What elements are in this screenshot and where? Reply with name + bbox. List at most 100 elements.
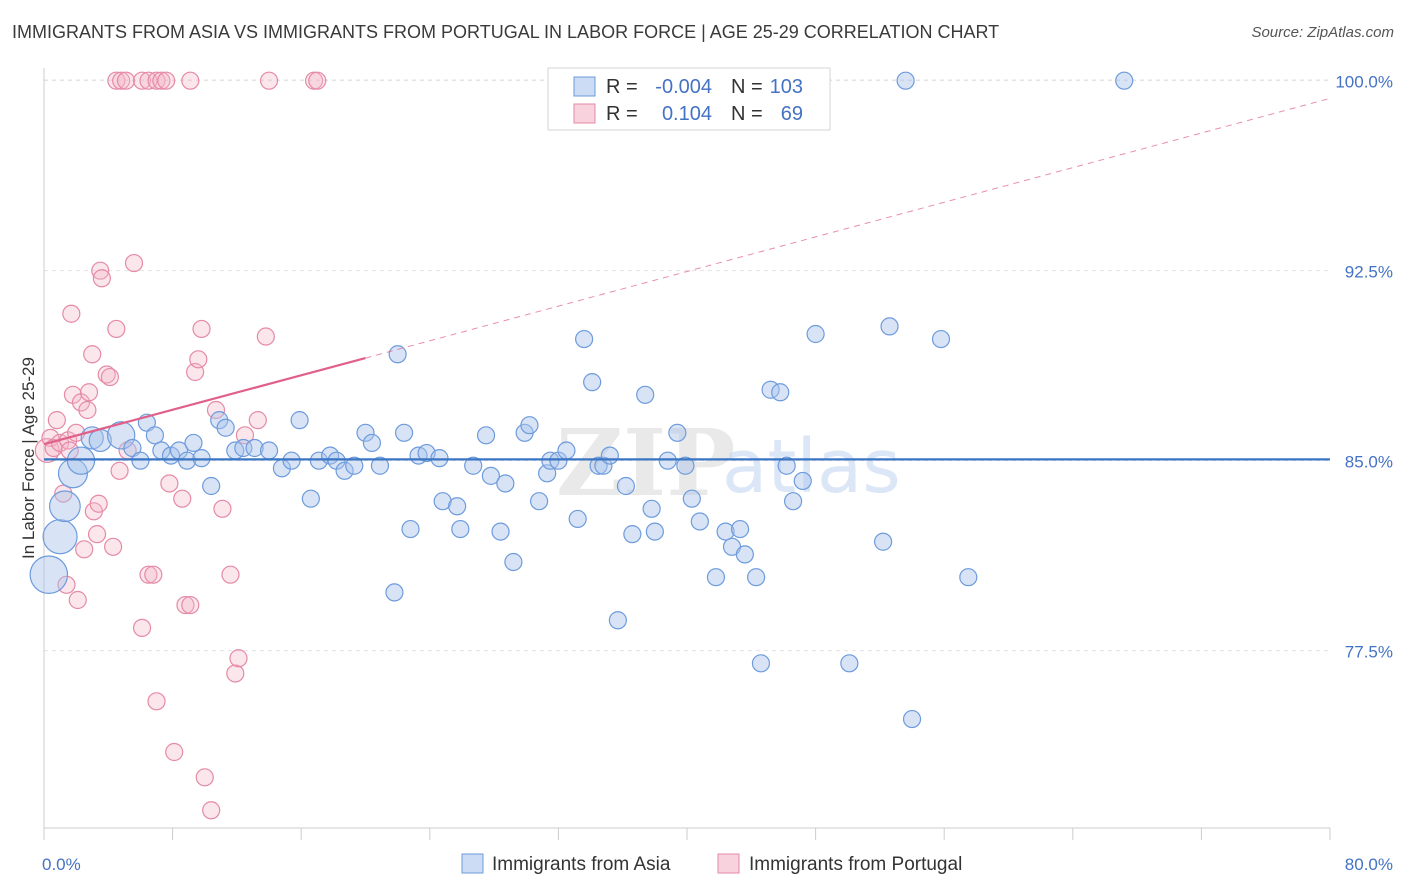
asia-point xyxy=(896,71,915,90)
portugal-point xyxy=(62,304,81,323)
portugal-point xyxy=(91,261,110,280)
bottom-legend-swatch-portugal xyxy=(717,853,740,874)
legend-asia-n-label: N = xyxy=(731,76,763,98)
asia-point xyxy=(682,489,701,508)
portugal-point xyxy=(78,400,97,420)
tick-labels: 77.5% 85.0% 92.5% 100.0% 0.0% 80.0% xyxy=(42,73,1393,874)
portugal-point xyxy=(87,525,107,544)
asia-point xyxy=(385,583,404,602)
asia-point xyxy=(451,519,470,539)
portugal-point xyxy=(202,801,221,820)
portugal-point xyxy=(226,664,245,683)
stats-legend: R = -0.004 N = 103 R = 0.104 N = 69 xyxy=(547,67,831,131)
asia-points xyxy=(29,71,1134,729)
asia-point xyxy=(42,519,78,555)
asia-point xyxy=(259,441,279,460)
portugal-point xyxy=(229,649,248,668)
asia-point xyxy=(370,456,390,475)
portugal-point xyxy=(57,575,76,594)
portugal-point xyxy=(147,71,166,90)
asia-point xyxy=(210,411,229,430)
asia-point xyxy=(568,509,587,529)
asia-point xyxy=(583,373,602,392)
portugal-point xyxy=(75,540,94,559)
asia-point xyxy=(645,522,664,541)
bottom-legend-portugal: Immigrants from Portugal xyxy=(749,854,962,875)
asia-point xyxy=(806,324,825,344)
portugal-point xyxy=(213,499,232,518)
asia-point xyxy=(48,490,81,523)
portugal-point xyxy=(89,494,108,513)
portugal-point xyxy=(157,71,176,90)
asia-point xyxy=(177,451,197,470)
legend-swatch-asia xyxy=(573,76,596,97)
asia-point xyxy=(608,611,627,630)
asia-point xyxy=(433,492,452,511)
asia-point xyxy=(642,499,661,518)
asia-point xyxy=(131,451,150,470)
asia-point xyxy=(394,423,414,442)
portugal-point xyxy=(92,269,111,288)
legend-asia-r-label: R = xyxy=(606,76,638,98)
asia-point xyxy=(496,474,515,493)
portugal-point xyxy=(147,692,166,711)
asia-point xyxy=(282,451,301,470)
asia-point xyxy=(481,466,500,485)
asia-point xyxy=(145,426,165,445)
asia-point xyxy=(530,492,549,511)
portugal-point xyxy=(116,71,136,90)
asia-point xyxy=(106,421,136,450)
asia-point xyxy=(623,525,642,544)
asia-point xyxy=(202,476,221,496)
asia-point xyxy=(589,456,608,475)
legend-asia-r-value: -0.004 xyxy=(655,76,712,98)
x-tick-label: 0.0% xyxy=(42,855,81,874)
asia-point xyxy=(448,497,467,516)
portugal-point xyxy=(54,484,73,503)
asia-point xyxy=(575,329,594,349)
asia-point xyxy=(771,383,790,402)
asia-point xyxy=(730,519,750,539)
portugal-points xyxy=(34,71,327,820)
chart-title: IMMIGRANTS FROM ASIA VS IMMIGRANTS FROM … xyxy=(12,22,1000,42)
asia-point xyxy=(735,545,754,564)
asia-point xyxy=(66,446,96,475)
portugal-point xyxy=(181,595,200,615)
asia-point xyxy=(874,532,893,551)
asia-point xyxy=(362,433,382,453)
portugal-point xyxy=(176,595,195,615)
asia-point xyxy=(401,519,420,539)
asia-point xyxy=(658,451,677,470)
asia-point xyxy=(1115,71,1134,90)
asia-point xyxy=(345,456,364,475)
portugal-point xyxy=(308,71,327,90)
asia-point xyxy=(706,568,726,587)
asia-point xyxy=(902,709,922,729)
asia-point xyxy=(520,416,539,435)
asia-point xyxy=(840,654,859,673)
legend-portugal-r-value: 0.104 xyxy=(662,103,712,125)
asia-point xyxy=(335,461,354,480)
asia-point xyxy=(600,446,619,465)
asia-point xyxy=(594,456,613,475)
portugal-point xyxy=(173,489,192,508)
legend-portugal-r-label: R = xyxy=(606,103,638,125)
portugal-trend-extension xyxy=(365,97,1331,359)
asia-point xyxy=(716,522,735,541)
portugal-point xyxy=(110,461,129,480)
portugal-point xyxy=(248,411,267,430)
portugal-point xyxy=(104,537,123,556)
portugal-point xyxy=(195,768,214,787)
asia-point xyxy=(216,418,235,437)
portugal-point xyxy=(112,71,131,90)
asia-point xyxy=(668,423,687,442)
portugal-point xyxy=(192,319,211,339)
legend-asia-n-value: 103 xyxy=(770,76,803,98)
asia-point xyxy=(793,471,812,491)
asia-point xyxy=(245,438,264,458)
asia-point xyxy=(388,345,407,364)
asia-point xyxy=(747,568,766,587)
asia-point xyxy=(491,522,510,541)
portugal-point xyxy=(107,71,126,90)
axis-layer xyxy=(43,68,1331,840)
